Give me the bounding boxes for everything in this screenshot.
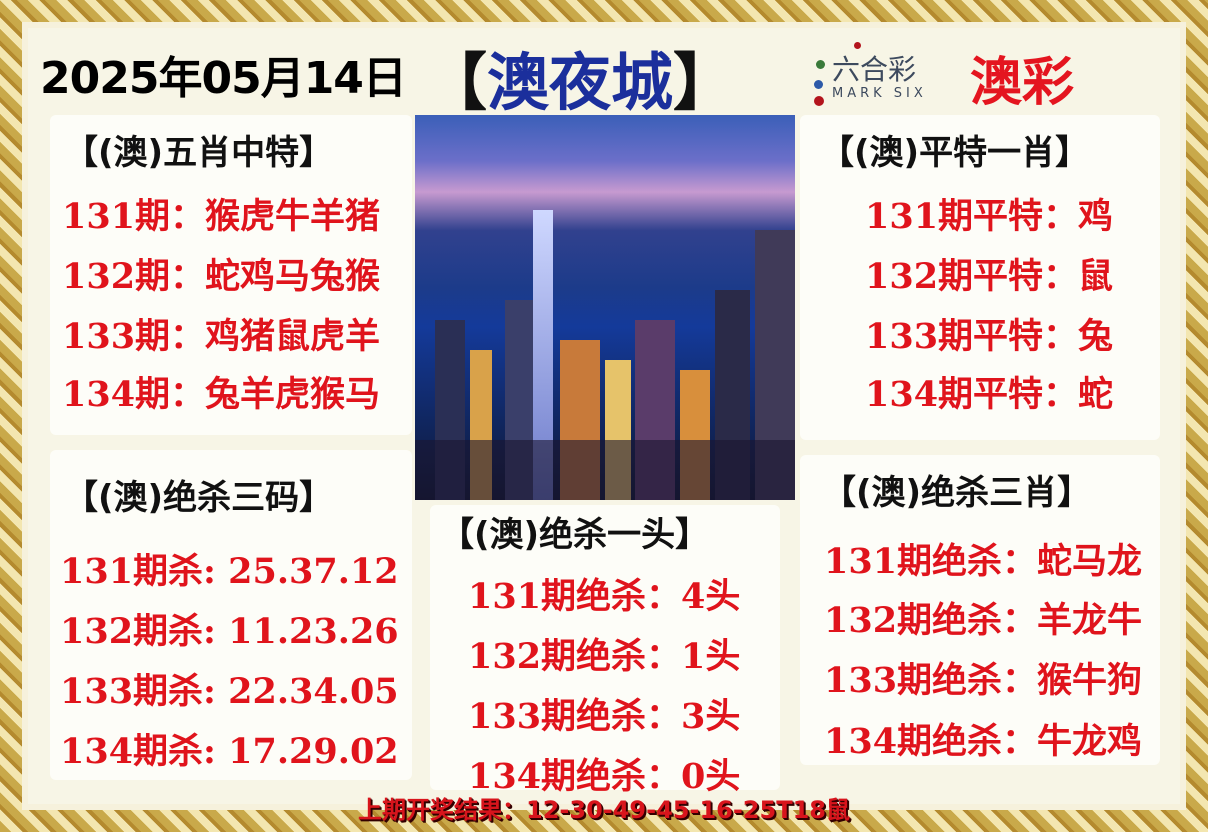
logo-english: MARK SIX (832, 86, 927, 101)
list-item: 134期绝杀：0头 (468, 756, 741, 797)
list-item: 134期杀: 17.29.02 (60, 731, 399, 772)
logo-dot-icon (816, 60, 825, 69)
city-night-photo (415, 115, 795, 500)
title-bracket-left: 【 (425, 46, 488, 119)
panel-header: 【(澳)绝杀三肖】 (822, 473, 1092, 513)
list-item: 132期绝杀：1头 (468, 636, 741, 677)
panel-kill-three-zodiac: 【(澳)绝杀三肖】 131期绝杀：蛇马龙 132期绝杀：羊龙牛 133期绝杀：猴… (800, 455, 1160, 765)
list-item: 134期：兔羊虎猴马 (62, 374, 381, 415)
panel-five-zodiac: 【(澳)五肖中特】 131期：猴虎牛羊猪 132期：蛇鸡马兔猴 133期：鸡猪鼠… (50, 115, 412, 435)
title-bracket-right: 】 (673, 46, 736, 119)
panel-header: 【(澳)绝杀一头】 (440, 515, 710, 555)
list-item: 132期绝杀：羊龙牛 (824, 600, 1143, 641)
list-item: 132期：蛇鸡马兔猴 (62, 256, 381, 297)
page-title: 【澳夜城】 (425, 32, 735, 122)
list-item: 131期绝杀：蛇马龙 (824, 541, 1143, 582)
list-item: 133期杀: 22.34.05 (60, 671, 399, 712)
panel-flat-special: 【(澳)平特一肖】 131期平特：鸡 132期平特：鼠 133期平特：兔 134… (800, 115, 1160, 440)
panel-kill-three-codes: 【(澳)绝杀三码】 131期杀: 25.37.12 132期杀: 11.23.2… (50, 450, 412, 780)
last-draw-result: 上期开奖结果：12-30-49-45-16-25T18鼠 (358, 796, 850, 824)
list-item: 131期绝杀：4头 (468, 576, 741, 617)
list-item: 133期：鸡猪鼠虎羊 (62, 316, 381, 357)
brand-name: 澳彩 (970, 53, 1075, 113)
list-item: 131期：猴虎牛羊猪 (62, 196, 381, 237)
list-item: 132期杀: 11.23.26 (60, 611, 399, 652)
logo-dot-icon (854, 42, 861, 49)
list-item: 133期绝杀：3头 (468, 696, 741, 737)
list-item: 131期平特：鸡 (865, 196, 1114, 237)
panel-kill-one-head: 【(澳)绝杀一头】 131期绝杀：4头 132期绝杀：1头 133期绝杀：3头 … (430, 505, 780, 797)
list-item: 132期平特：鼠 (865, 256, 1114, 297)
list-item: 134期平特：蛇 (865, 374, 1114, 415)
list-item: 131期杀: 25.37.12 (60, 551, 399, 592)
list-item: 133期绝杀：猴牛狗 (824, 660, 1143, 701)
title-name: 澳夜城 (487, 46, 674, 119)
list-item: 133期平特：兔 (865, 316, 1114, 357)
list-item: 134期绝杀：牛龙鸡 (824, 721, 1143, 762)
panel-header: 【(澳)绝杀三码】 (64, 478, 334, 518)
panel-header: 【(澳)平特一肖】 (820, 133, 1090, 173)
panel-header: 【(澳)五肖中特】 (64, 133, 334, 173)
date: 2025年05月14日 (40, 53, 407, 104)
logo-dot-icon (814, 96, 824, 106)
mark-six-logo: 六合彩 MARK SIX 澳彩 (812, 40, 1152, 113)
logo-dot-icon (814, 80, 823, 89)
logo-chinese: 六合彩 (832, 53, 917, 86)
